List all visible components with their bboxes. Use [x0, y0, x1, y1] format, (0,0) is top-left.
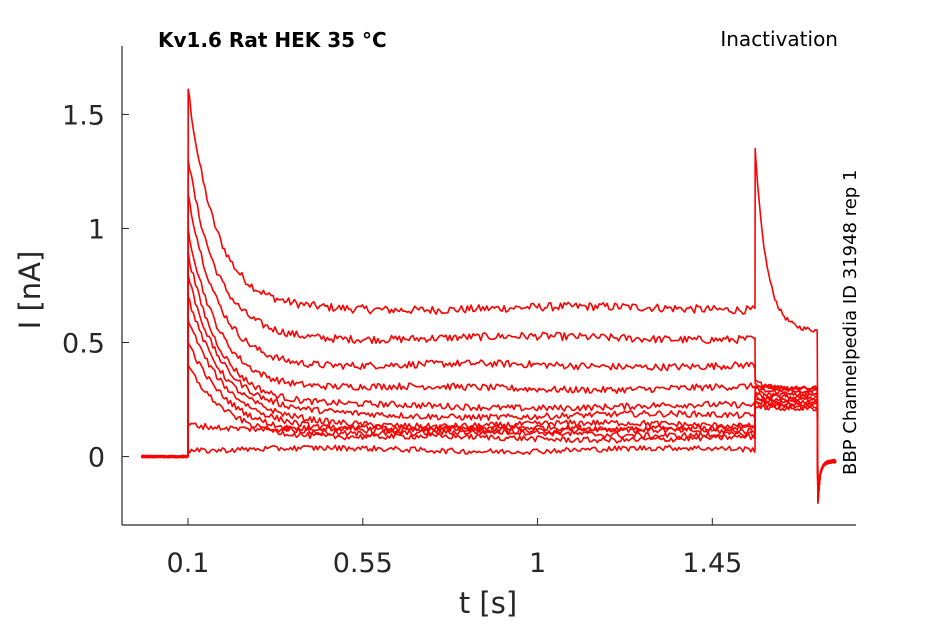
trace-line-1	[141, 88, 837, 492]
y-tick-label: 1	[88, 214, 105, 245]
tick-labels: 0.1 0.55 1 1.45 0 0.5 1 1.5	[62, 100, 742, 579]
trace-line-3	[141, 193, 837, 494]
source-note: BBP Channelpedia ID 31948 rep 1	[840, 170, 861, 475]
x-tick-label: 1	[529, 548, 546, 579]
y-tick-label: 0	[88, 443, 105, 474]
axes	[121, 46, 856, 526]
x-tick-label: 0.1	[167, 548, 210, 579]
y-tick-label: 1.5	[62, 100, 105, 131]
protocol-label: Inactivation	[720, 27, 838, 51]
y-tick-label: 0.5	[62, 329, 105, 360]
chart-title: Kv1.6 Rat HEK 35 °C	[158, 28, 387, 52]
trace-line-4	[141, 227, 837, 495]
trace-line-6	[140, 273, 837, 498]
traces-group	[140, 88, 837, 505]
trace-line-12	[141, 404, 837, 505]
trace-line-7	[141, 296, 837, 499]
trace-line-2	[140, 159, 837, 493]
trace-line-5	[141, 250, 837, 497]
y-axis-label: I [nA]	[13, 251, 47, 330]
x-axis-label: t [s]	[459, 586, 517, 620]
trace-line-10	[140, 364, 837, 502]
trace-line-11	[140, 401, 837, 503]
trace-line-9	[140, 341, 836, 501]
x-tick-label: 0.55	[333, 548, 393, 579]
x-tick-label: 1.45	[682, 548, 742, 579]
